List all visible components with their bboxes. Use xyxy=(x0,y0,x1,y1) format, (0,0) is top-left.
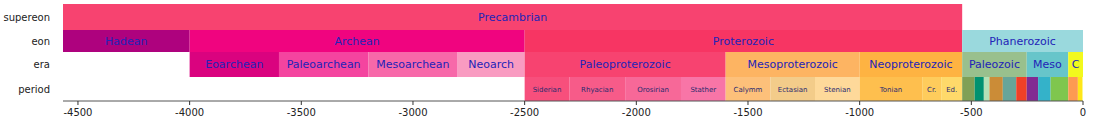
span-label: Rhyacian xyxy=(581,86,613,94)
span xyxy=(681,77,726,101)
span xyxy=(525,77,570,101)
x-tick-label: -1000 xyxy=(845,107,874,118)
span xyxy=(458,52,525,77)
span-label: Hadean xyxy=(105,35,148,48)
span-label: Stenian xyxy=(824,86,851,94)
span xyxy=(860,52,963,77)
span xyxy=(726,52,860,77)
span-label: Orosirian xyxy=(637,86,669,94)
span-label: Cr. xyxy=(927,86,936,94)
span-label: Paleozoic xyxy=(969,58,1020,71)
span xyxy=(1016,77,1026,101)
span xyxy=(815,77,860,101)
span xyxy=(525,30,963,52)
span-label: Siderian xyxy=(533,86,562,94)
span xyxy=(726,77,771,101)
span xyxy=(1027,77,1038,101)
span xyxy=(962,52,1027,77)
span xyxy=(962,30,1083,52)
x-tick-label: 0 xyxy=(1080,107,1086,118)
x-tick-label: -1500 xyxy=(733,107,762,118)
timeline-chart: supereon Precambrian eon Hadean Archean Prote… xyxy=(0,0,1100,120)
span xyxy=(975,77,984,101)
x-tick-label: -3500 xyxy=(287,107,316,118)
span-label: Calymm xyxy=(734,86,763,94)
span xyxy=(770,77,815,101)
span xyxy=(368,52,457,77)
span xyxy=(962,77,975,101)
span xyxy=(1068,52,1083,77)
span-label: Stather xyxy=(690,86,716,94)
x-tick xyxy=(747,101,748,105)
span-label: Archean xyxy=(334,35,379,48)
x-tick xyxy=(524,101,525,105)
span xyxy=(525,52,726,77)
span-label: Paleoproterozoic xyxy=(580,58,671,71)
span xyxy=(1003,77,1016,101)
span-label: Precambrian xyxy=(478,11,547,24)
span xyxy=(1051,77,1069,101)
labels: supereon Precambrian eon Hadean Archean Prote… xyxy=(3,11,1079,95)
span xyxy=(1038,77,1051,101)
span-label: Phanerozoic xyxy=(989,35,1056,48)
row-label: supereon xyxy=(3,12,50,23)
span-label: Proterozoic xyxy=(713,35,774,48)
span-label: Neoproterozoic xyxy=(869,58,952,71)
span-label: Ectasian xyxy=(778,86,808,94)
x-tick-label: -500 xyxy=(960,107,983,118)
span xyxy=(922,77,941,101)
x-tick-label: -2500 xyxy=(510,107,539,118)
span xyxy=(625,77,681,101)
x-tick xyxy=(412,101,413,105)
span xyxy=(1078,77,1083,101)
spans xyxy=(63,4,1083,101)
span-label: Eoarchean xyxy=(205,58,263,71)
x-tick xyxy=(859,101,860,105)
span-label: Tonian xyxy=(879,86,902,94)
span xyxy=(1082,77,1084,101)
x-tick xyxy=(636,101,637,105)
span xyxy=(190,52,279,77)
span xyxy=(989,77,1002,101)
span-label: Paleoarchean xyxy=(287,58,361,71)
span xyxy=(279,52,368,77)
x-tick-label: -2000 xyxy=(622,107,651,118)
span xyxy=(63,4,962,30)
span xyxy=(569,77,625,101)
span xyxy=(984,77,990,101)
span-label: Ed. xyxy=(946,86,957,94)
span-label: C xyxy=(1072,58,1080,71)
span-label: Neoarch xyxy=(468,58,514,71)
x-tick xyxy=(189,101,190,105)
x-tick xyxy=(971,101,972,105)
row-label: era xyxy=(34,59,50,70)
x-tick xyxy=(301,101,302,105)
span xyxy=(941,77,962,101)
row-label: period xyxy=(18,84,50,95)
span xyxy=(1027,52,1069,77)
span-label: Mesoproterozoic xyxy=(747,58,837,71)
span xyxy=(860,77,923,101)
x-axis xyxy=(63,101,1083,102)
x-tick-label: -4000 xyxy=(175,107,204,118)
span xyxy=(63,30,190,52)
x-tick xyxy=(1083,101,1084,105)
span-label: Mesoarchean xyxy=(376,58,449,71)
x-tick xyxy=(77,101,78,105)
span-label: Meso xyxy=(1033,58,1062,71)
row-label: eon xyxy=(31,36,50,47)
x-tick-label: -4500 xyxy=(63,107,92,118)
span xyxy=(1068,77,1078,101)
span xyxy=(190,30,525,52)
x-tick-label: -3000 xyxy=(398,107,427,118)
